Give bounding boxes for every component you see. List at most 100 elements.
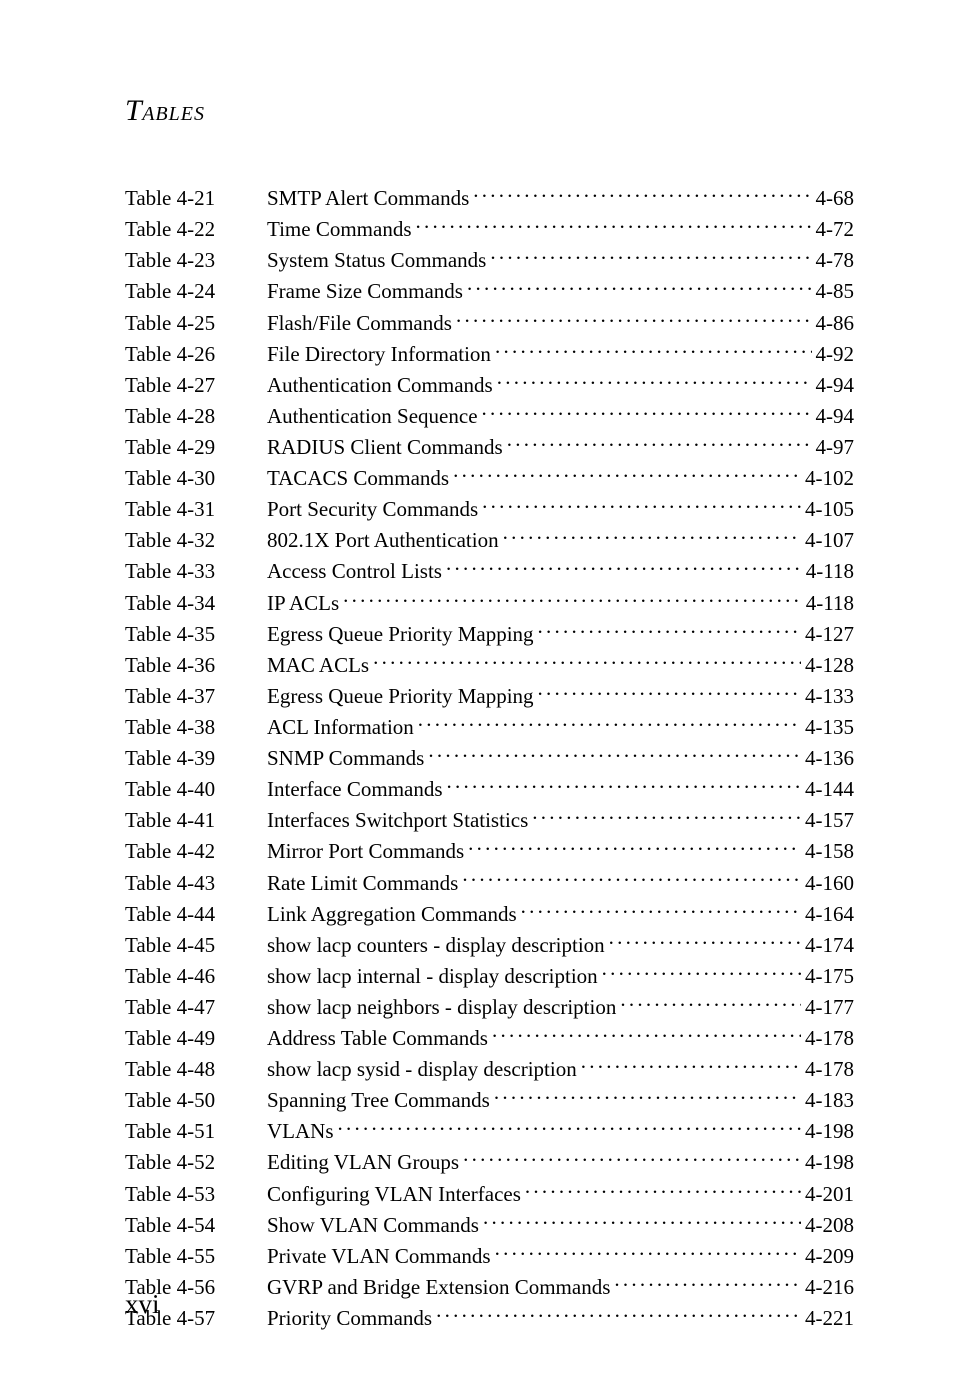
toc-leader-dots	[497, 369, 812, 392]
toc-page: 4-97	[812, 432, 855, 462]
toc-label: Table 4-55	[125, 1241, 267, 1271]
toc-title: File Directory Information	[267, 339, 495, 369]
toc-row: Table 4-22Time Commands 4-72	[125, 213, 854, 244]
toc-row: Table 4-41Interfaces Switchport Statisti…	[125, 804, 854, 835]
toc-leader-dots	[482, 493, 801, 516]
toc-leader-dots	[473, 182, 811, 205]
toc-row: Table 4-45show lacp counters - display d…	[125, 929, 854, 960]
toc-page: 4-128	[801, 650, 854, 680]
toc-row: Table 4-48show lacp sysid - display desc…	[125, 1053, 854, 1084]
toc-leader-dots	[503, 524, 801, 547]
toc-title: Configuring VLAN Interfaces	[267, 1179, 525, 1209]
toc-label: Table 4-36	[125, 650, 267, 680]
toc-leader-dots	[494, 1084, 801, 1107]
toc-row: Table 4-33Access Control Lists 4-118	[125, 555, 854, 586]
toc-page: 4-78	[812, 245, 855, 275]
toc-title: Rate Limit Commands	[267, 868, 462, 898]
toc-row: Table 4-23System Status Commands 4-78	[125, 244, 854, 275]
toc-row: Table 4-52Editing VLAN Groups 4-198	[125, 1146, 854, 1177]
toc-page: 4-118	[802, 556, 854, 586]
toc-leader-dots	[467, 275, 812, 298]
toc-label: Table 4-29	[125, 432, 267, 462]
toc-row: Table 4-30TACACS Commands 4-102	[125, 462, 854, 493]
toc-page: 4-135	[801, 712, 854, 742]
toc-leader-dots	[453, 462, 801, 485]
toc-page: 4-201	[801, 1179, 854, 1209]
toc-leader-dots	[525, 1178, 801, 1201]
toc-page: 4-68	[812, 183, 855, 213]
toc-row: Table 4-57Priority Commands 4-221	[125, 1302, 854, 1333]
toc-title: ACL Information	[267, 712, 418, 742]
toc-row: Table 4-40Interface Commands 4-144	[125, 773, 854, 804]
toc-page: 4-175	[801, 961, 854, 991]
toc-label: Table 4-46	[125, 961, 267, 991]
toc-title: Authentication Sequence	[267, 401, 482, 431]
page: TABLES Table 4-21SMTP Alert Commands 4-6…	[0, 0, 954, 1388]
toc-page: 4-86	[812, 308, 855, 338]
toc-page: 4-198	[801, 1147, 854, 1177]
toc-page: 4-127	[801, 619, 854, 649]
toc-page: 4-72	[812, 214, 855, 244]
toc-leader-dots	[620, 991, 801, 1014]
toc-row: Table 4-37Egress Queue Priority Mapping …	[125, 680, 854, 711]
toc-title: Port Security Commands	[267, 494, 482, 524]
toc-page: 4-198	[801, 1116, 854, 1146]
toc-title: Priority Commands	[267, 1303, 436, 1333]
toc-leader-dots	[418, 711, 801, 734]
toc-row: Table 4-46show lacp internal - display d…	[125, 960, 854, 991]
toc-label: Table 4-30	[125, 463, 267, 493]
toc-row: Table 4-47show lacp neighbors - display …	[125, 991, 854, 1022]
toc-label: Table 4-21	[125, 183, 267, 213]
toc-title: Editing VLAN Groups	[267, 1147, 463, 1177]
toc-leader-dots	[521, 898, 801, 921]
toc-title: Authentication Commands	[267, 370, 497, 400]
toc-title: Time Commands	[267, 214, 416, 244]
toc-title: Egress Queue Priority Mapping	[267, 619, 538, 649]
toc-label: Table 4-37	[125, 681, 267, 711]
toc-leader-dots	[456, 306, 812, 329]
toc-title: SMTP Alert Commands	[267, 183, 473, 213]
toc-row: Table 4-29RADIUS Client Commands 4-97	[125, 431, 854, 462]
toc-label: Table 4-39	[125, 743, 267, 773]
tables-list: Table 4-21SMTP Alert Commands 4-68Table …	[125, 182, 854, 1333]
toc-leader-dots	[490, 244, 811, 267]
toc-leader-dots	[614, 1271, 801, 1294]
toc-label: Table 4-44	[125, 899, 267, 929]
toc-leader-dots	[468, 835, 801, 858]
toc-page: 4-85	[812, 276, 855, 306]
toc-label: Table 4-49	[125, 1023, 267, 1053]
toc-label: Table 4-51	[125, 1116, 267, 1146]
toc-row: Table 4-49Address Table Commands 4-178	[125, 1022, 854, 1053]
toc-page: 4-164	[801, 899, 854, 929]
toc-page: 4-144	[801, 774, 854, 804]
toc-row: Table 4-38ACL Information 4-135	[125, 711, 854, 742]
toc-row: Table 4-44Link Aggregation Commands 4-16…	[125, 898, 854, 929]
toc-title: RADIUS Client Commands	[267, 432, 507, 462]
toc-title: Address Table Commands	[267, 1023, 492, 1053]
toc-label: Table 4-32	[125, 525, 267, 555]
toc-page: 4-158	[801, 836, 854, 866]
toc-title: show lacp internal - display description	[267, 961, 602, 991]
toc-page: 4-183	[801, 1085, 854, 1115]
toc-label: Table 4-33	[125, 556, 267, 586]
toc-row: Table 4-36MAC ACLs 4-128	[125, 649, 854, 680]
toc-page: 4-92	[812, 339, 855, 369]
toc-title: TACACS Commands	[267, 463, 453, 493]
toc-leader-dots	[463, 1146, 801, 1169]
toc-title: SNMP Commands	[267, 743, 428, 773]
toc-title: MAC ACLs	[267, 650, 373, 680]
toc-label: Table 4-41	[125, 805, 267, 835]
toc-label: Table 4-26	[125, 339, 267, 369]
toc-row: Table 4-56GVRP and Bridge Extension Comm…	[125, 1271, 854, 1302]
toc-title: show lacp neighbors - display descriptio…	[267, 992, 620, 1022]
toc-leader-dots	[538, 618, 801, 641]
toc-label: Table 4-27	[125, 370, 267, 400]
toc-leader-dots	[462, 866, 801, 889]
section-header: TABLES	[125, 94, 854, 128]
toc-row: Table 4-43Rate Limit Commands 4-160	[125, 866, 854, 897]
toc-leader-dots	[532, 804, 801, 827]
toc-page: 4-105	[801, 494, 854, 524]
toc-row: Table 4-21SMTP Alert Commands 4-68	[125, 182, 854, 213]
toc-title: Mirror Port Commands	[267, 836, 468, 866]
toc-leader-dots	[507, 431, 812, 454]
